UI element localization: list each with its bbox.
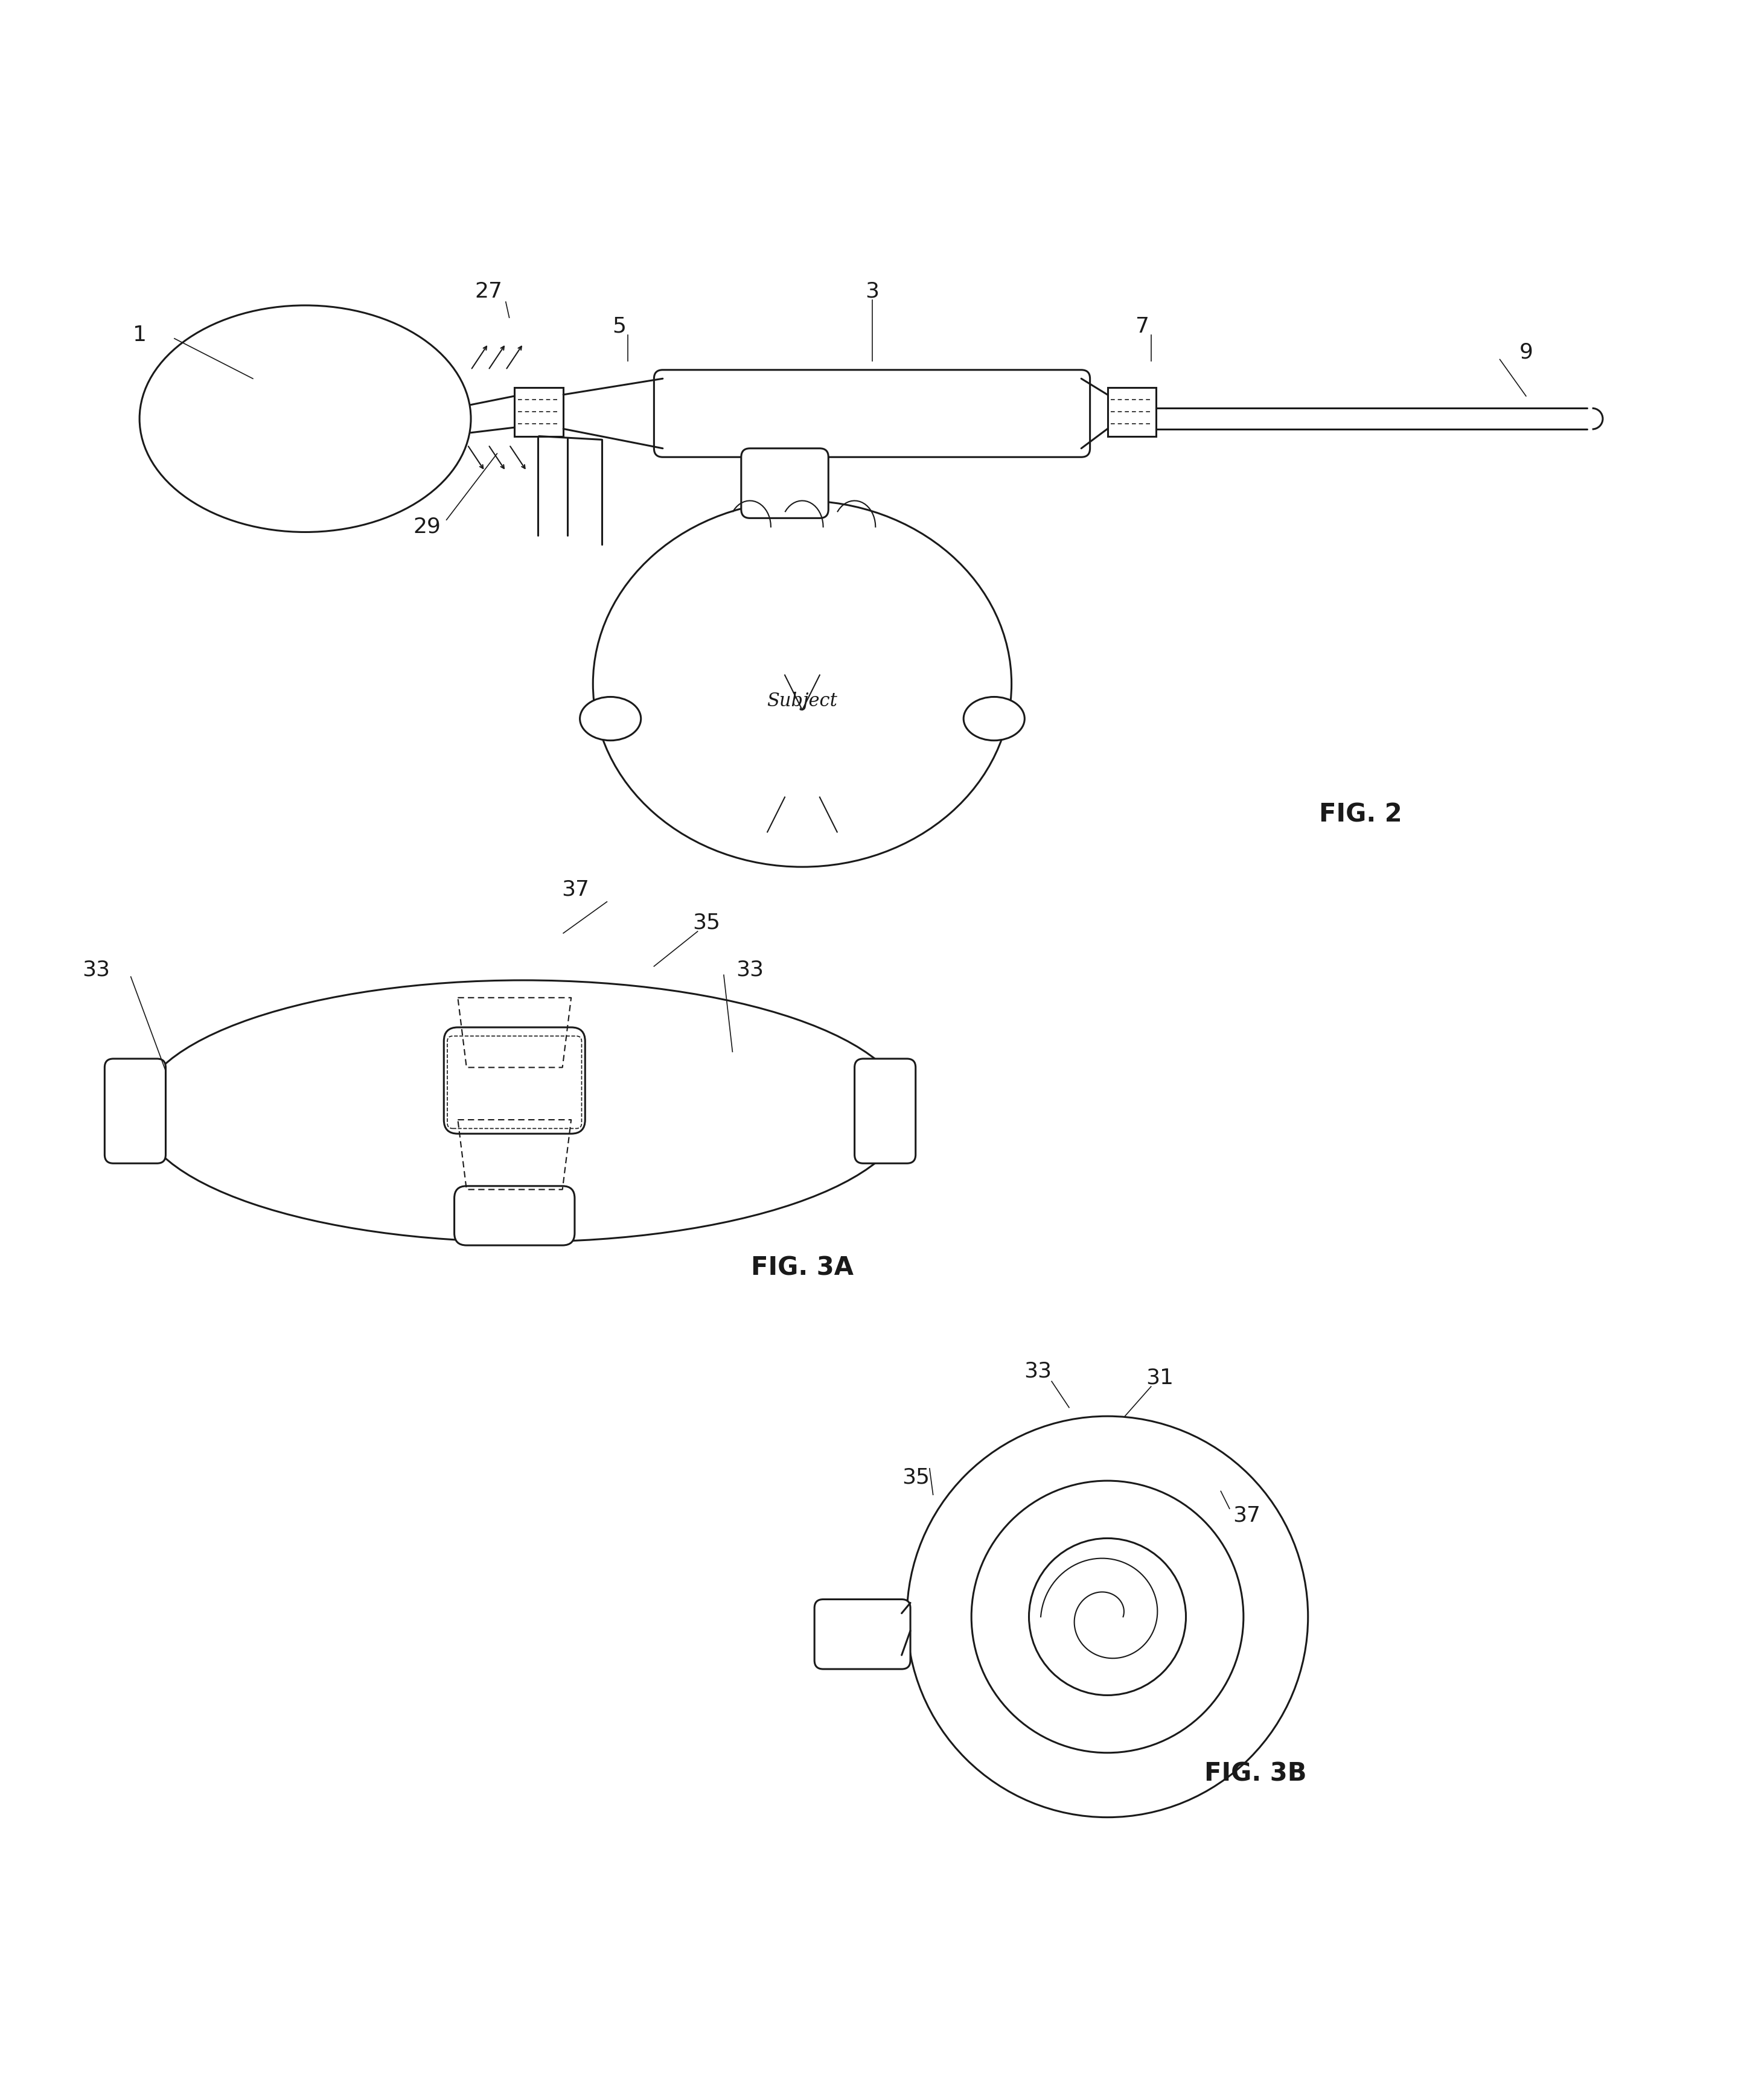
FancyBboxPatch shape [443,1027,584,1134]
Text: Subject: Subject [767,691,837,710]
Text: 7: 7 [1135,315,1149,336]
Text: 29: 29 [413,517,441,538]
Circle shape [971,1480,1243,1753]
Text: 9: 9 [1519,342,1533,363]
Text: FIG. 2: FIG. 2 [1318,802,1402,827]
Text: 27: 27 [474,281,502,302]
Text: 35: 35 [902,1468,930,1487]
Text: FIG. 3A: FIG. 3A [752,1256,853,1281]
FancyBboxPatch shape [105,1058,166,1163]
Text: 1: 1 [133,326,146,344]
Ellipse shape [964,697,1025,741]
Text: 3: 3 [865,281,879,302]
FancyBboxPatch shape [855,1058,916,1163]
FancyBboxPatch shape [814,1600,910,1670]
Text: 35: 35 [692,911,720,932]
Text: 33: 33 [1024,1361,1052,1382]
Circle shape [1029,1539,1186,1695]
Text: 37: 37 [1233,1506,1261,1527]
FancyBboxPatch shape [654,370,1090,458]
Circle shape [907,1415,1308,1816]
FancyBboxPatch shape [453,1186,574,1245]
Text: 37: 37 [562,880,589,899]
Text: 33: 33 [736,960,764,981]
Ellipse shape [140,981,907,1241]
Ellipse shape [140,304,471,531]
Text: FIG. 3B: FIG. 3B [1205,1762,1306,1787]
FancyBboxPatch shape [1107,386,1156,437]
Ellipse shape [593,500,1012,867]
Ellipse shape [581,697,642,741]
Text: 31: 31 [1146,1367,1174,1388]
Text: 33: 33 [82,960,110,981]
FancyBboxPatch shape [514,386,563,437]
Text: 5: 5 [612,315,626,336]
FancyBboxPatch shape [741,449,828,519]
